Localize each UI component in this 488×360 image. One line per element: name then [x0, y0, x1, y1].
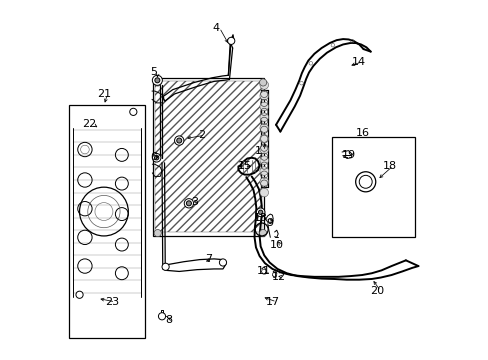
Text: 1: 1 — [254, 146, 261, 156]
Bar — [155, 81, 262, 232]
Circle shape — [154, 229, 161, 237]
Circle shape — [260, 124, 268, 132]
Text: 14: 14 — [351, 57, 366, 67]
Circle shape — [184, 199, 193, 208]
Circle shape — [355, 172, 375, 192]
Text: 20: 20 — [369, 286, 384, 296]
Text: 5: 5 — [150, 67, 157, 77]
Text: 6: 6 — [150, 152, 157, 162]
Text: 22: 22 — [82, 120, 97, 129]
Text: 12: 12 — [271, 272, 285, 282]
Circle shape — [261, 269, 265, 274]
Circle shape — [176, 138, 182, 143]
Text: 15: 15 — [237, 161, 251, 171]
Circle shape — [260, 134, 268, 143]
Circle shape — [260, 91, 268, 100]
Circle shape — [129, 108, 137, 116]
Circle shape — [260, 167, 268, 175]
Circle shape — [260, 156, 268, 165]
Circle shape — [258, 210, 262, 215]
Circle shape — [259, 79, 266, 86]
Text: 9: 9 — [265, 218, 273, 228]
Circle shape — [260, 102, 268, 111]
Circle shape — [259, 229, 266, 237]
Circle shape — [186, 201, 191, 206]
Circle shape — [155, 78, 160, 83]
Circle shape — [260, 188, 268, 197]
Text: 19: 19 — [341, 150, 355, 160]
Text: 7: 7 — [204, 254, 212, 264]
Text: 21: 21 — [97, 89, 111, 99]
Text: 11: 11 — [257, 266, 271, 276]
Text: 8: 8 — [165, 315, 172, 325]
Bar — [69, 105, 144, 338]
Text: 10: 10 — [269, 239, 283, 249]
Text: 16: 16 — [355, 129, 369, 138]
Circle shape — [260, 113, 268, 122]
Circle shape — [272, 272, 276, 276]
Text: 13: 13 — [253, 213, 267, 222]
Circle shape — [162, 263, 169, 270]
Text: 4: 4 — [212, 23, 219, 33]
Circle shape — [152, 75, 162, 85]
Circle shape — [154, 156, 159, 160]
Text: 3: 3 — [190, 197, 197, 207]
Circle shape — [260, 177, 268, 186]
Bar — [332, 137, 414, 237]
Circle shape — [152, 153, 161, 162]
Circle shape — [260, 145, 268, 154]
Circle shape — [174, 136, 183, 145]
Text: 17: 17 — [265, 297, 280, 307]
Circle shape — [227, 37, 234, 44]
Text: 18: 18 — [382, 161, 396, 171]
Text: 2: 2 — [198, 130, 204, 140]
Bar — [153, 78, 264, 235]
Circle shape — [260, 81, 268, 89]
Circle shape — [158, 313, 165, 320]
Circle shape — [76, 291, 83, 298]
Circle shape — [256, 208, 264, 217]
Circle shape — [154, 79, 161, 86]
Circle shape — [219, 259, 226, 266]
Text: 23: 23 — [104, 297, 119, 307]
